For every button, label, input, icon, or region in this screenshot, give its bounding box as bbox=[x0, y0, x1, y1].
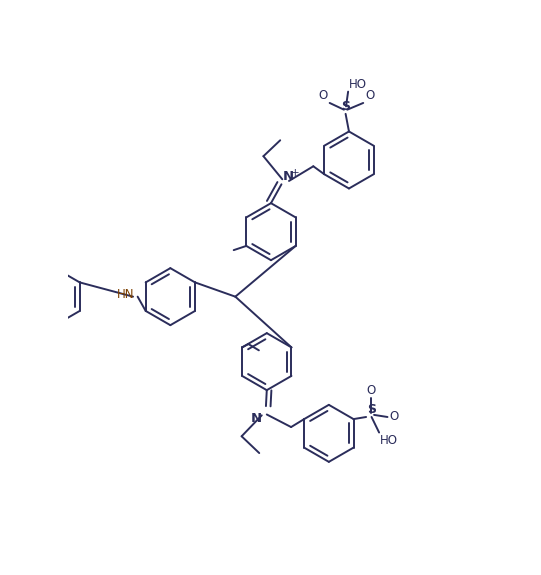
Text: O: O bbox=[365, 89, 374, 102]
Text: +: + bbox=[291, 168, 299, 178]
Text: HN: HN bbox=[117, 289, 134, 301]
Text: HO: HO bbox=[380, 434, 398, 447]
Text: HO: HO bbox=[349, 78, 367, 91]
Text: O: O bbox=[319, 89, 328, 102]
Text: S: S bbox=[341, 100, 351, 113]
Text: O: O bbox=[389, 411, 398, 424]
Text: S: S bbox=[367, 402, 377, 416]
Text: N: N bbox=[283, 170, 294, 183]
Text: O: O bbox=[366, 384, 375, 397]
Text: N: N bbox=[250, 412, 262, 424]
